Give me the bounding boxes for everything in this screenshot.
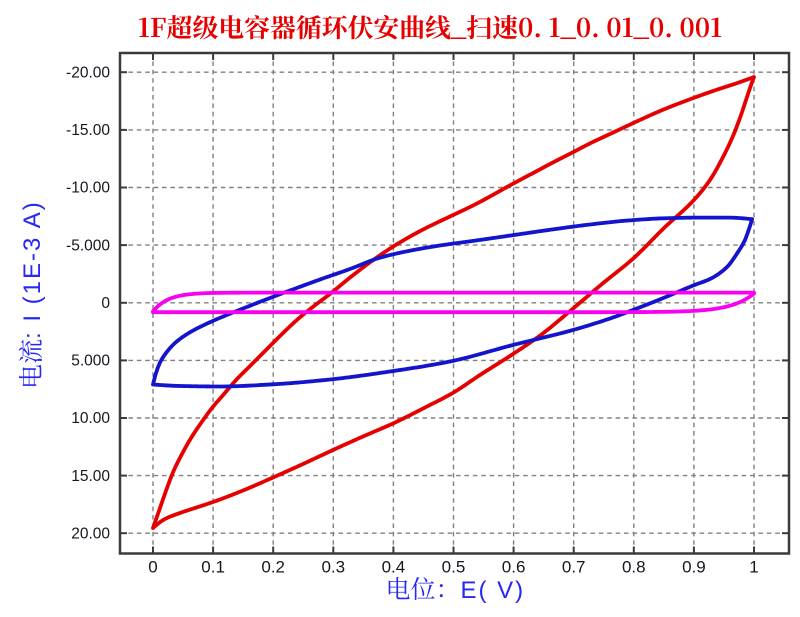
svg-text:0.1: 0.1 [201,558,225,577]
svg-text:20.00: 20.00 [71,526,110,543]
svg-text:1: 1 [749,558,758,577]
svg-text:: I (1E-3 A): : I (1E-3 A) [19,200,46,339]
svg-text:15.00: 15.00 [71,468,110,485]
svg-text:0: 0 [148,558,157,577]
svg-text:0.2: 0.2 [261,558,285,577]
svg-text:E( V): E( V) [461,577,526,604]
svg-text:-15.00: -15.00 [66,122,110,139]
svg-text:0.7: 0.7 [562,558,586,577]
svg-text:-20.00: -20.00 [66,65,110,82]
svg-text:5.000: 5.000 [71,353,110,370]
svg-text:0.6: 0.6 [502,558,526,577]
svg-text:0: 0 [101,295,110,312]
svg-text:10.00: 10.00 [71,410,110,427]
svg-text:-10.00: -10.00 [66,180,110,197]
svg-text:0.4: 0.4 [382,558,406,577]
svg-text:0.8: 0.8 [622,558,646,577]
svg-text:-5.000: -5.000 [66,237,110,254]
svg-text:0.5: 0.5 [442,558,466,577]
svg-text:0.3: 0.3 [321,558,345,577]
svg-text:0.9: 0.9 [682,558,706,577]
